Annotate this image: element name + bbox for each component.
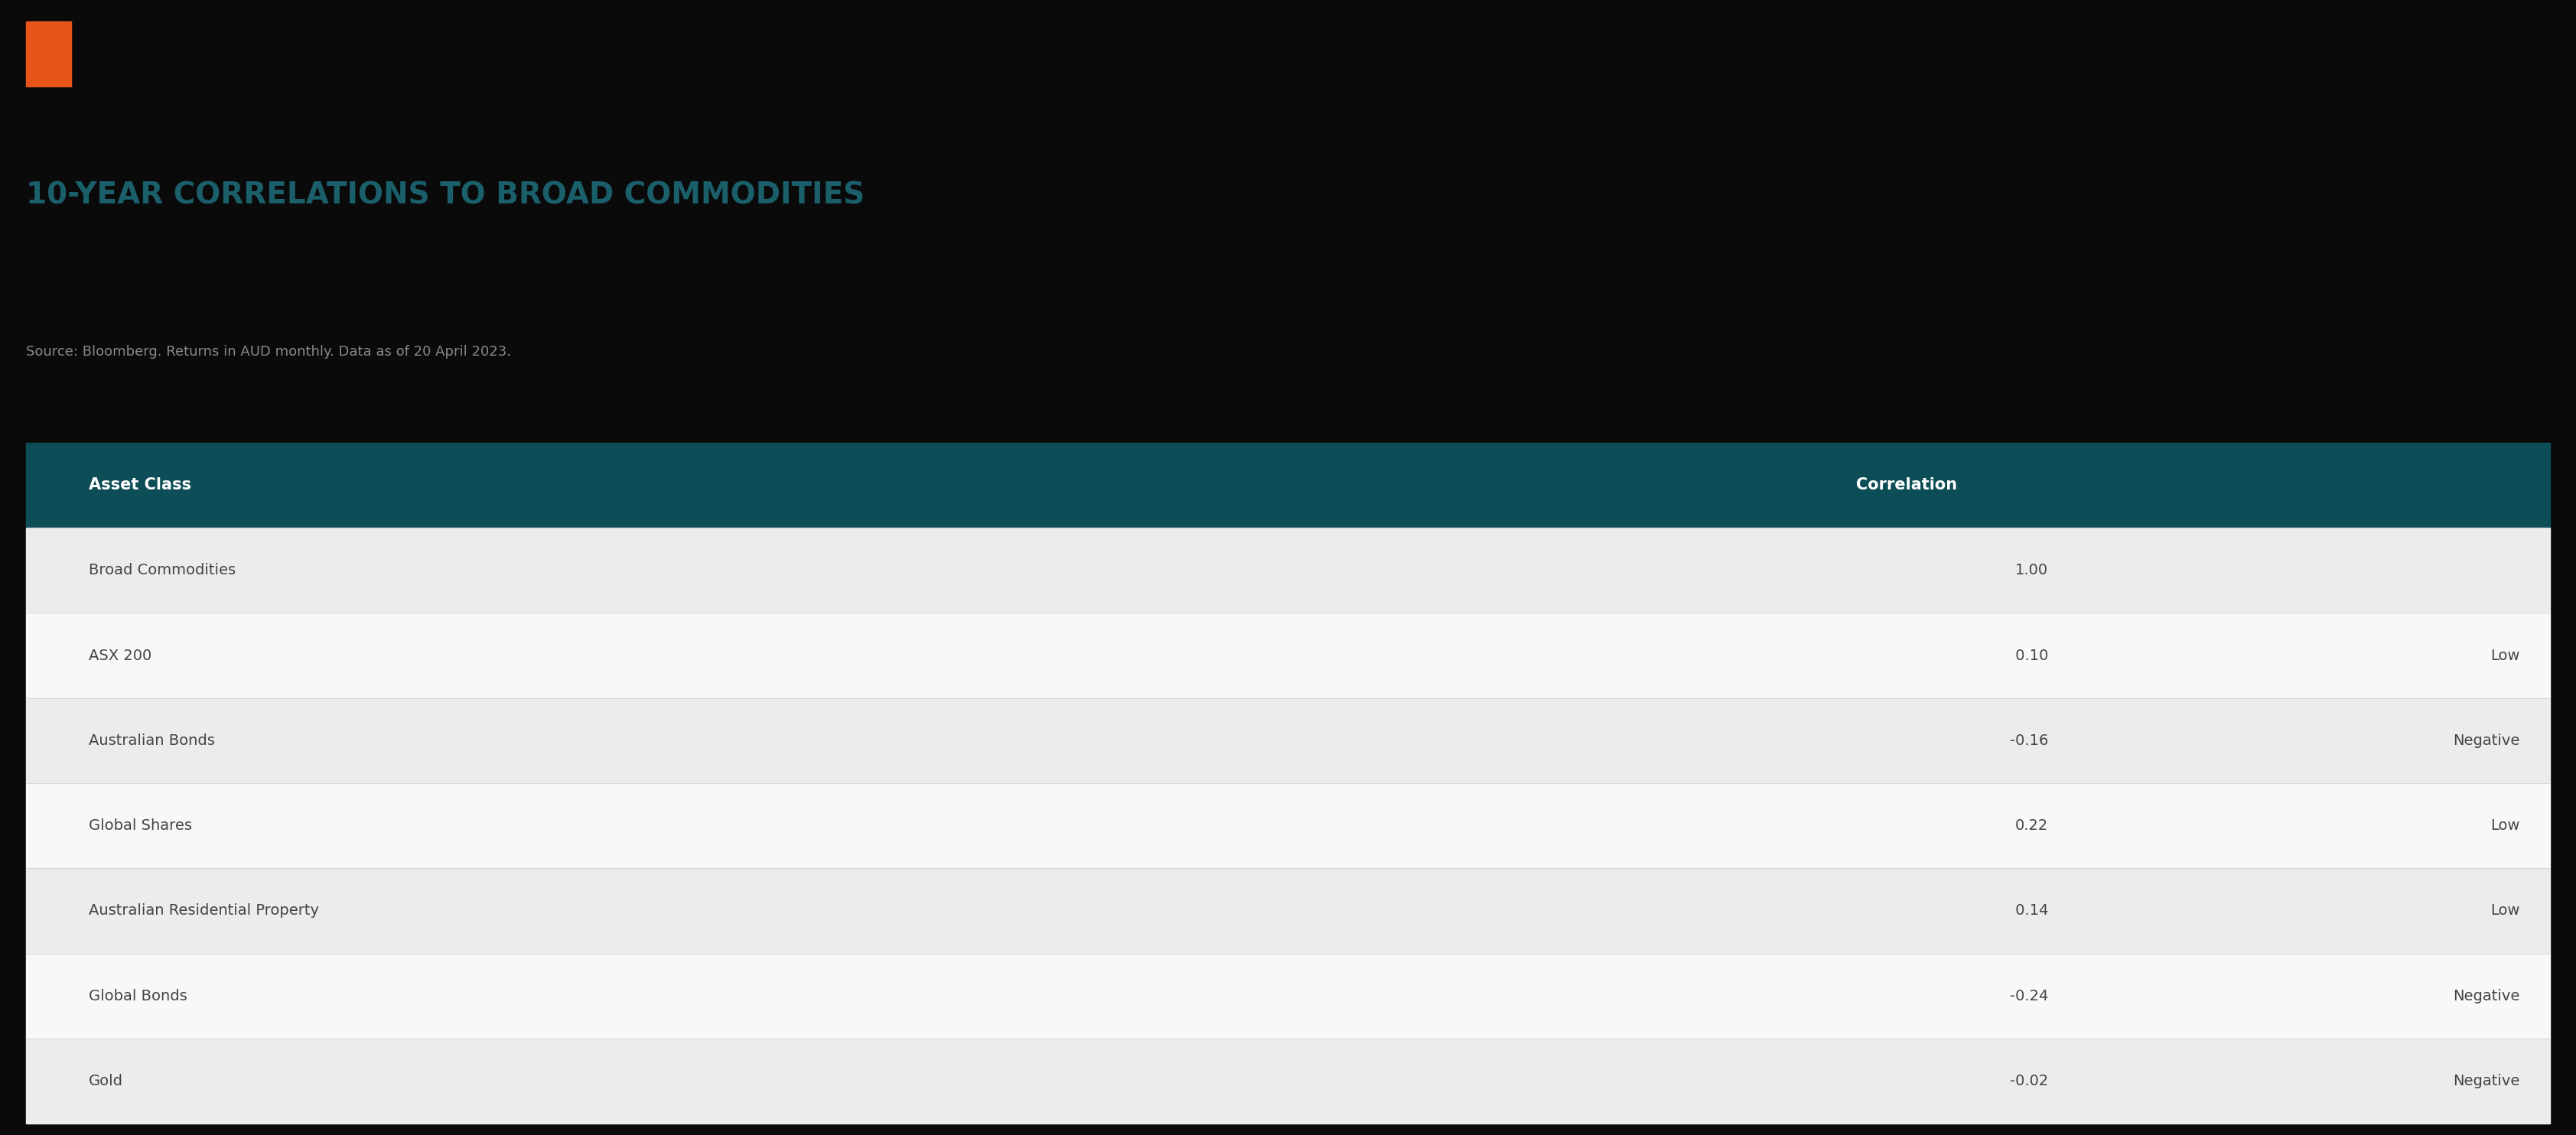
Bar: [2197, 528, 2550, 613]
Bar: [26, 528, 1844, 613]
Bar: [2197, 1039, 2550, 1124]
Text: Negative: Negative: [2452, 989, 2519, 1003]
Text: Low: Low: [2491, 648, 2519, 663]
Text: 1.00: 1.00: [2014, 563, 2048, 578]
Text: Correlation: Correlation: [1855, 478, 1958, 493]
Text: Low: Low: [2491, 818, 2519, 833]
Text: Broad Commodities: Broad Commodities: [88, 563, 237, 578]
Text: Gold: Gold: [88, 1074, 124, 1088]
Text: -0.16: -0.16: [2009, 733, 2048, 748]
Bar: [26, 783, 1844, 868]
Bar: [2197, 613, 2550, 698]
Bar: [1844, 613, 2197, 698]
Bar: [2197, 698, 2550, 783]
Bar: [1844, 443, 2197, 528]
Bar: [1844, 953, 2197, 1039]
Bar: [2197, 443, 2550, 528]
Bar: [1844, 698, 2197, 783]
Bar: [2197, 953, 2550, 1039]
Text: Australian Residential Property: Australian Residential Property: [88, 903, 319, 918]
Text: Low: Low: [2491, 903, 2519, 918]
Text: Negative: Negative: [2452, 1074, 2519, 1088]
Text: Australian Bonds: Australian Bonds: [88, 733, 214, 748]
Bar: [26, 22, 72, 86]
Text: Global Bonds: Global Bonds: [88, 989, 188, 1003]
Text: 10-YEAR CORRELATIONS TO BROAD COMMODITIES: 10-YEAR CORRELATIONS TO BROAD COMMODITIE…: [26, 182, 866, 210]
Bar: [26, 698, 1844, 783]
Bar: [1844, 783, 2197, 868]
Bar: [1844, 868, 2197, 953]
Text: -0.02: -0.02: [2009, 1074, 2048, 1088]
Text: 0.14: 0.14: [2009, 903, 2048, 918]
Text: ASX 200: ASX 200: [88, 648, 152, 663]
Text: Negative: Negative: [2452, 733, 2519, 748]
Bar: [26, 868, 1844, 953]
Text: -0.24: -0.24: [2009, 989, 2048, 1003]
Bar: [26, 1039, 1844, 1124]
Text: 0.22: 0.22: [2014, 818, 2048, 833]
Text: Asset Class: Asset Class: [88, 478, 191, 493]
Bar: [2197, 783, 2550, 868]
Text: 0.10: 0.10: [2012, 648, 2048, 663]
Bar: [1844, 1039, 2197, 1124]
Bar: [26, 613, 1844, 698]
Bar: [26, 953, 1844, 1039]
Bar: [1844, 528, 2197, 613]
Text: Source: Bloomberg. Returns in AUD monthly. Data as of 20 April 2023.: Source: Bloomberg. Returns in AUD monthl…: [26, 345, 510, 359]
Text: Global Shares: Global Shares: [88, 818, 193, 833]
Bar: [2197, 868, 2550, 953]
Bar: [26, 443, 1844, 528]
